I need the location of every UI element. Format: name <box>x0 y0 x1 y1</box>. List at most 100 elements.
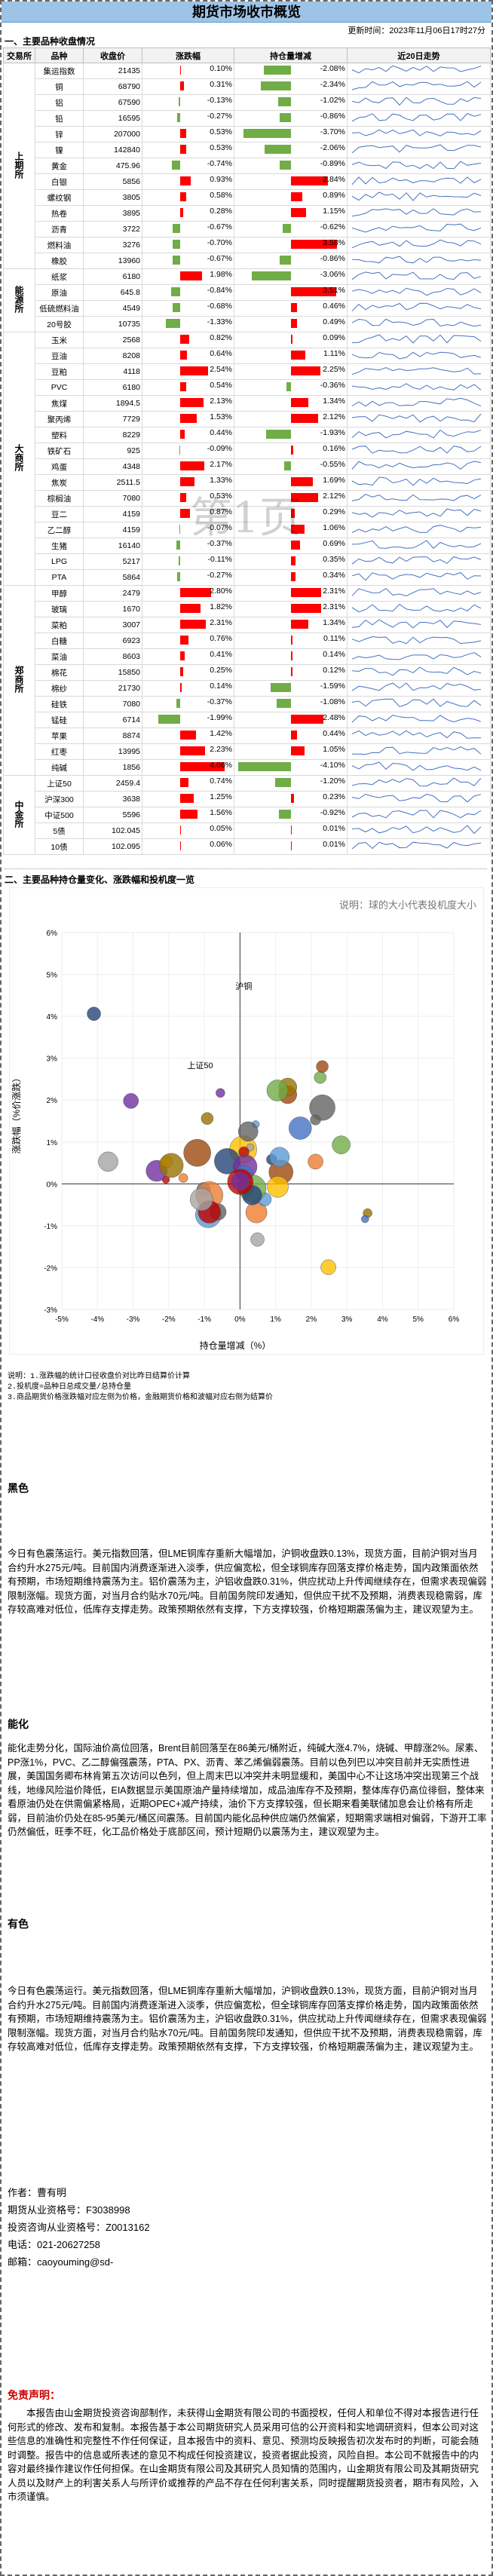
exchange-cell: 能源所 <box>3 268 35 332</box>
oi-bar <box>243 129 291 138</box>
change-bar <box>180 192 187 201</box>
commodity-name: 铝 <box>35 94 84 111</box>
scatter-point <box>87 1006 101 1022</box>
oi-value: 0.46% <box>323 302 345 311</box>
table-row: PVC 6180 0.54% -0.36% <box>4 379 491 396</box>
oi-value: 0.09% <box>323 333 345 342</box>
close-price: 3895 <box>83 205 142 222</box>
change-bar <box>180 81 184 90</box>
oi-cell: -4.10% <box>234 759 348 776</box>
change-bar <box>180 430 185 439</box>
sparkline-line <box>351 81 482 90</box>
sparkline-line <box>351 65 482 74</box>
sparkline <box>351 761 482 771</box>
sparkline <box>351 129 482 136</box>
sparkline-line <box>351 96 482 106</box>
change-bar <box>180 825 181 835</box>
change-cell: 0.28% <box>142 205 234 222</box>
change-bar <box>177 113 180 122</box>
oi-value: 1.05% <box>323 745 345 754</box>
trend-cell <box>347 759 491 776</box>
close-price: 3276 <box>83 237 142 253</box>
commodity-name: PVC <box>35 379 84 396</box>
scatter-point <box>332 1135 351 1154</box>
oi-bar <box>291 588 321 597</box>
exchange-cell: 中金所 <box>3 775 35 855</box>
x-tick-label: 6% <box>449 1316 460 1324</box>
column-header: 涨跌幅 <box>142 47 234 63</box>
oi-bar <box>291 620 308 629</box>
oi-value: 2.84% <box>323 175 345 184</box>
commodity-name: 硅铁 <box>35 696 84 712</box>
oi-bar <box>291 731 297 740</box>
oi-bar <box>291 176 328 185</box>
change-bar <box>180 746 205 755</box>
table-row: 热卷 3895 0.28% 1.15% <box>4 205 491 222</box>
sparkline-line <box>351 287 482 296</box>
change-bar <box>180 683 182 692</box>
change-cell: 0.44% <box>142 427 234 443</box>
table-row: 低硫燃料油 4549 -0.68% 0.46% <box>4 300 491 317</box>
oi-bar <box>291 192 303 201</box>
oi-bar <box>291 604 321 613</box>
sparkline <box>351 810 482 819</box>
table-row: 菜油 8603 0.41% 0.14% <box>4 648 491 665</box>
sparkline-line <box>351 239 482 249</box>
table-row: 白银 5856 0.93% 2.84% <box>4 173 491 190</box>
change-cell: -0.70% <box>142 237 234 253</box>
change-value: 0.06% <box>210 840 232 849</box>
oi-value: -1.93% <box>320 428 345 437</box>
scatter-point <box>266 1080 289 1101</box>
commodity-name: 棉花 <box>35 664 84 681</box>
x-tick-label: 2% <box>306 1316 317 1324</box>
change-value: 2.80% <box>210 587 232 596</box>
x-tick-label: 5% <box>413 1316 424 1324</box>
oi-bar <box>277 97 291 106</box>
sparkline <box>351 96 482 106</box>
change-bar <box>180 66 182 75</box>
change-value: -0.70% <box>207 238 232 247</box>
sparkline-line <box>351 461 482 470</box>
trend-cell <box>347 712 491 728</box>
oi-cell: 1.05% <box>234 743 348 760</box>
trend-cell <box>347 268 491 285</box>
oi-bar <box>291 746 305 755</box>
sparkline <box>351 208 482 217</box>
change-cell: 0.25% <box>142 664 234 681</box>
sparkline <box>351 334 482 344</box>
oi-cell: 0.11% <box>234 633 348 649</box>
change-value: 4.06% <box>210 761 232 770</box>
sparkline-line <box>351 619 482 629</box>
oi-cell: 0.12% <box>234 664 348 681</box>
commodity-name: 镍 <box>35 142 84 158</box>
commodity-name: 焦炭 <box>35 474 84 491</box>
oi-value: -3.70% <box>320 127 345 136</box>
change-cell: 0.64% <box>142 348 234 364</box>
change-value: -0.67% <box>207 222 232 231</box>
sparkline-line <box>351 588 482 597</box>
change-cell: 1.33% <box>142 474 234 491</box>
change-bar <box>180 731 196 740</box>
section-2-title: 二、主要品种持仓量变化、涨跌幅和投机度一览 <box>5 874 195 885</box>
trend-cell <box>347 205 491 222</box>
table-row: 大商所 玉米 2568 0.82% 0.09% <box>3 332 491 586</box>
table-row: 焦煤 1894.5 2.13% 1.34% <box>4 395 491 412</box>
oi-value: 2.31% <box>323 602 345 611</box>
scatter-xlabel: 持仓量增减（%） <box>200 1340 271 1351</box>
oi-cell: 1.11% <box>234 348 348 364</box>
y-tick-label: -2% <box>44 1264 57 1273</box>
sparkline-line <box>351 129 482 136</box>
change-cell: 0.06% <box>142 838 234 855</box>
commodity-name: 红枣 <box>35 743 84 760</box>
trend-cell <box>347 189 491 206</box>
trend-cell <box>347 348 491 364</box>
commodity-name: 菜粕 <box>35 617 84 633</box>
change-cell: -1.99% <box>142 712 234 728</box>
table-row: 棉花 15850 0.25% 0.12% <box>4 664 491 681</box>
change-cell: 2.23% <box>142 743 234 760</box>
change-value: 0.87% <box>210 507 232 516</box>
sparkline-line <box>351 603 482 613</box>
close-price: 102.045 <box>83 822 142 839</box>
sparkline-line <box>351 383 482 391</box>
oi-value: 1.15% <box>323 207 345 216</box>
